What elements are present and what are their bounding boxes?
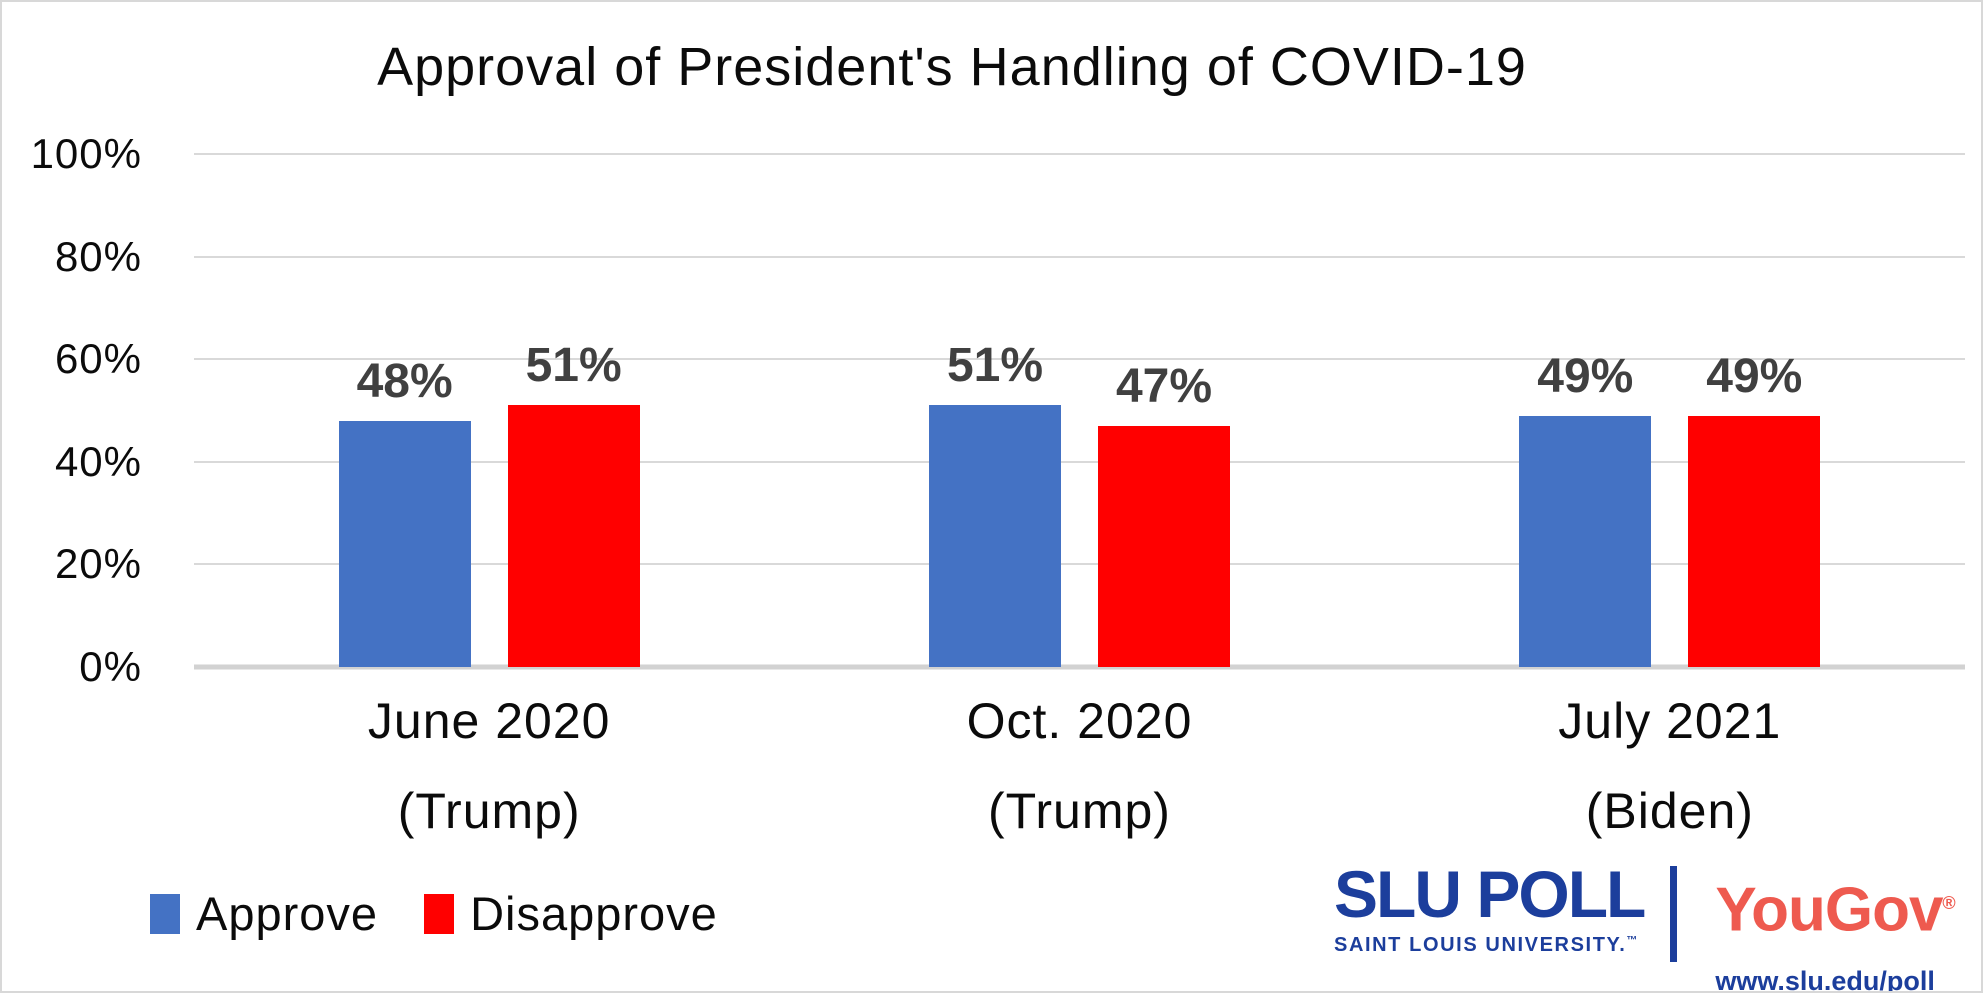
slu-poll-url: www.slu.edu/poll bbox=[1715, 965, 1935, 993]
bar-with-label: 51% bbox=[507, 154, 640, 667]
bar-with-label: 49% bbox=[1688, 154, 1821, 667]
yougov-logo: YouGov® bbox=[1715, 870, 1955, 945]
gridline bbox=[194, 460, 1965, 463]
bar-group: 49% 49% bbox=[1375, 154, 1965, 667]
data-label: 47% bbox=[1115, 359, 1213, 413]
legend: Approve Disapprove bbox=[150, 886, 718, 941]
bar-approve bbox=[928, 405, 1061, 667]
category-label: Oct. 2020 bbox=[966, 693, 1193, 749]
poll-word: POLL bbox=[1476, 857, 1646, 931]
y-tick-label: 40% bbox=[54, 437, 142, 485]
logo-area: SLU POLL SAINT LOUIS UNIVERSITY.™ YouGov… bbox=[1334, 857, 1956, 993]
y-tick-label: 20% bbox=[54, 540, 142, 588]
data-label: 51% bbox=[946, 339, 1044, 393]
category-label: July 2021 bbox=[1558, 693, 1782, 749]
bar-disapprove bbox=[1688, 415, 1821, 667]
bar-with-label: 49% bbox=[1519, 154, 1652, 667]
logo-divider bbox=[1670, 866, 1678, 962]
category-sublabel: (Biden) bbox=[1585, 783, 1754, 839]
legend-item-disapprove: Disapprove bbox=[424, 886, 718, 941]
data-label: 48% bbox=[356, 354, 453, 408]
yougov-word: YouGov bbox=[1715, 875, 1943, 945]
slu-word: SLU bbox=[1334, 857, 1462, 931]
plot-area: 48% 51% 51% 47% 49% 49% bbox=[194, 153, 1965, 670]
bars-layer: 48% 51% 51% 47% 49% 49% bbox=[194, 154, 1965, 667]
slu-poll-wordmark: SLU POLL bbox=[1334, 857, 1646, 931]
chart-title: Approval of President's Handling of COVI… bbox=[377, 37, 1527, 97]
bar-group: 48% 51% bbox=[194, 154, 784, 667]
y-tick-label: 60% bbox=[54, 335, 142, 383]
category-sublabel: (Trump) bbox=[397, 783, 581, 839]
bar-with-label: 51% bbox=[928, 154, 1061, 667]
slu-subtitle: SAINT LOUIS UNIVERSITY.™ bbox=[1334, 934, 1644, 957]
legend-label: Approve bbox=[196, 887, 379, 940]
x-axis-label: July 2021 (Biden) bbox=[1375, 690, 1965, 842]
bar-with-label: 48% bbox=[338, 154, 471, 667]
bar-with-label: 47% bbox=[1097, 154, 1230, 667]
legend-swatch bbox=[150, 893, 180, 934]
category-label: June 2020 bbox=[367, 693, 611, 749]
gridline bbox=[194, 255, 1965, 258]
bar-disapprove bbox=[507, 405, 640, 667]
yougov-block: YouGov® www.slu.edu/poll bbox=[1715, 858, 1955, 993]
slu-poll-logo: SLU POLL SAINT LOUIS UNIVERSITY.™ bbox=[1334, 857, 1646, 957]
gridline bbox=[194, 153, 1965, 155]
y-axis: 0% 20% 40% 60% 80% 100% bbox=[2, 130, 142, 690]
registered-symbol: ® bbox=[1942, 893, 1955, 913]
gridline bbox=[194, 563, 1965, 566]
data-label: 49% bbox=[1706, 349, 1803, 403]
category-sublabel: (Trump) bbox=[988, 783, 1171, 839]
bar-approve bbox=[338, 420, 471, 667]
y-tick-label: 100% bbox=[30, 130, 142, 177]
y-tick-label: 0% bbox=[79, 643, 142, 690]
x-axis-labels: June 2020 (Trump) Oct. 2020 (Trump) July 202… bbox=[194, 690, 1965, 842]
data-label: 51% bbox=[525, 339, 622, 393]
bar-approve bbox=[1519, 415, 1652, 667]
legend-swatch bbox=[424, 893, 455, 934]
y-tick-label: 80% bbox=[54, 232, 142, 280]
gridlines bbox=[194, 153, 1965, 670]
gridline bbox=[194, 358, 1965, 361]
data-label: 49% bbox=[1537, 349, 1634, 403]
slu-subtitle-text: SAINT LOUIS UNIVERSITY. bbox=[1334, 934, 1627, 956]
legend-item-approve: Approve bbox=[150, 886, 378, 941]
x-axis-label: June 2020 (Trump) bbox=[194, 690, 784, 842]
trademark-symbol: ™ bbox=[1626, 934, 1639, 947]
legend-label: Disapprove bbox=[470, 887, 718, 940]
bar-group: 51% 47% bbox=[784, 154, 1374, 667]
x-axis-line bbox=[194, 664, 1965, 670]
bar-disapprove bbox=[1097, 425, 1230, 667]
x-axis-label: Oct. 2020 (Trump) bbox=[784, 690, 1374, 842]
